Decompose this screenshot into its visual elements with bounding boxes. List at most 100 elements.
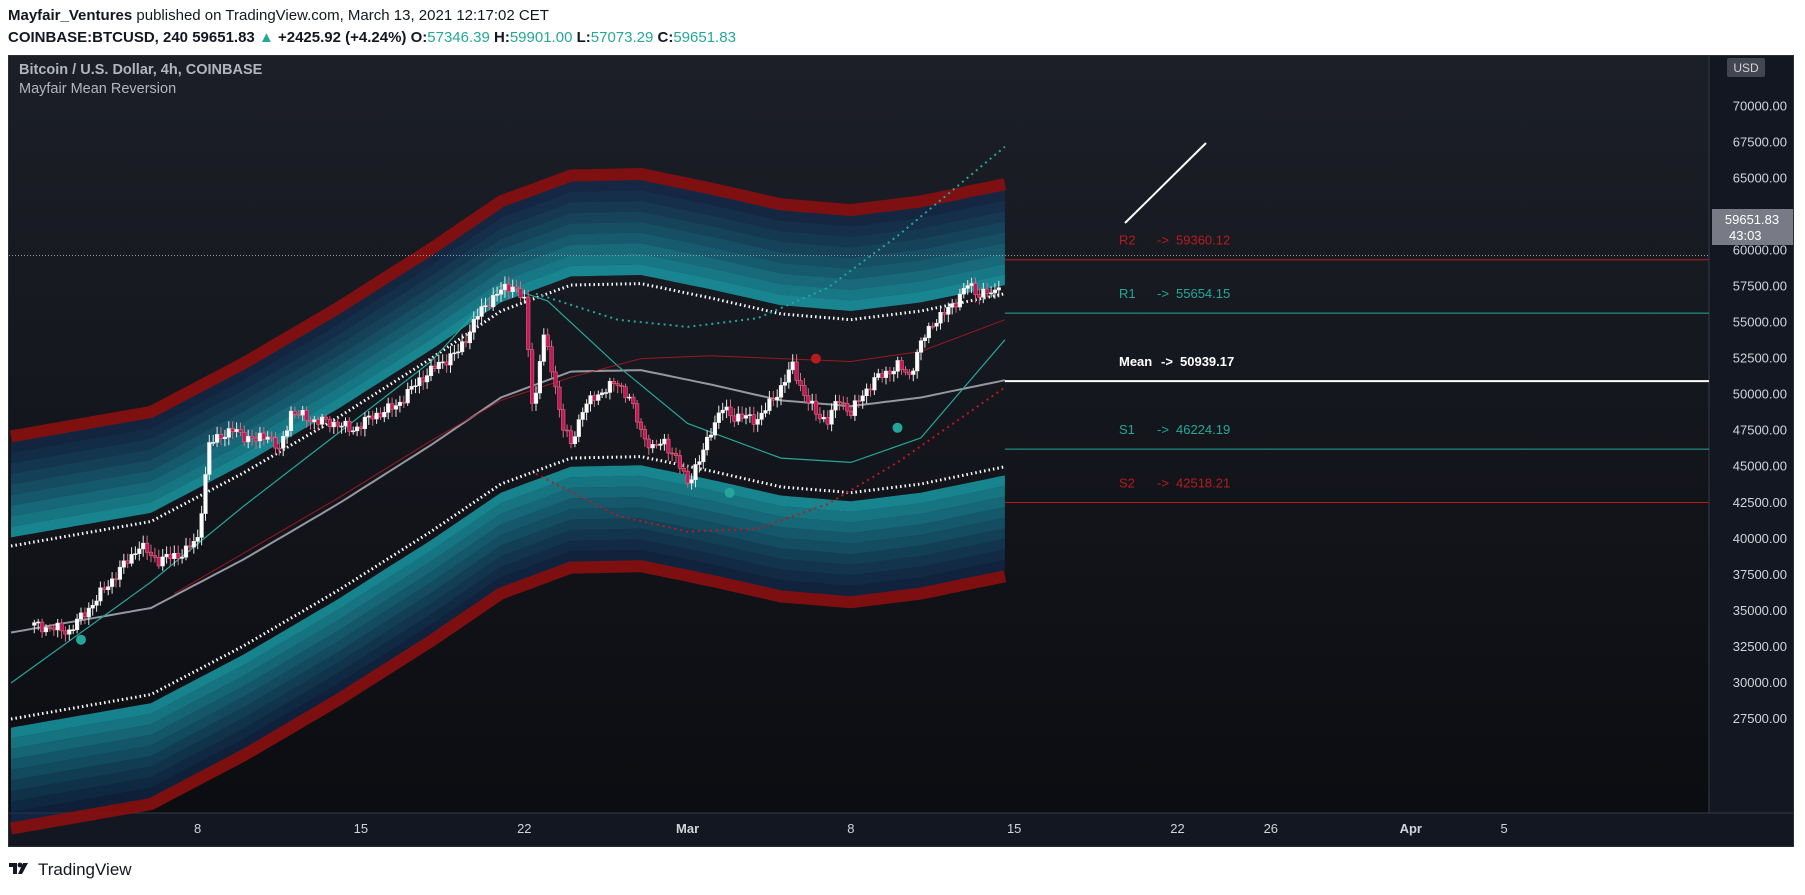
candle-body <box>596 394 601 401</box>
candle-body <box>533 392 539 404</box>
candle-body <box>868 388 873 391</box>
x-tick-label: Apr <box>1400 821 1422 836</box>
level-arrow: -> <box>1161 354 1173 369</box>
currency-badge[interactable] <box>1727 58 1765 77</box>
candle-body <box>292 410 298 415</box>
candle-body <box>106 586 111 591</box>
candle-body <box>623 386 628 399</box>
level-value: 46224.19 <box>1176 422 1230 437</box>
upper-band-edge <box>9 167 1007 443</box>
candle-body <box>829 409 834 425</box>
level-arrow: -> <box>1157 286 1169 301</box>
candle-body <box>160 556 165 567</box>
upper-band-layer <box>11 222 1005 496</box>
y-tick-label: 55000.00 <box>1733 315 1787 330</box>
candle-body <box>697 461 702 465</box>
currency-label[interactable]: USD <box>1733 61 1759 75</box>
candle-body <box>397 401 403 406</box>
level-arrow: -> <box>1157 233 1169 248</box>
candle-body <box>487 305 492 308</box>
candle-body <box>806 395 811 404</box>
candle-body <box>440 361 445 364</box>
candle-body <box>366 415 371 418</box>
candle-body <box>545 334 550 347</box>
x-tick-label: 5 <box>1500 821 1507 836</box>
candle-body <box>432 365 438 370</box>
signal-dot <box>724 487 735 498</box>
candle-body <box>347 420 352 432</box>
candle-body <box>845 402 850 412</box>
candle-body <box>650 444 655 449</box>
candle-body <box>428 365 434 376</box>
candle-body <box>658 443 663 446</box>
candle-body <box>199 513 204 538</box>
candle-body <box>802 385 807 396</box>
x-tick-label: 22 <box>1170 821 1184 836</box>
candle-body <box>720 409 725 414</box>
upper-projection <box>535 145 1006 328</box>
price-chart[interactable]: R2 -> 59360.12 R1 -> 55654.15 Mean -> 50939.17 S1… <box>9 56 1794 847</box>
tradingview-logo-icon[interactable] <box>8 860 32 881</box>
candle-body <box>716 412 721 423</box>
candle-body <box>996 287 1001 291</box>
candle-body <box>59 622 64 632</box>
candle-body <box>864 388 869 396</box>
candle-body <box>841 402 846 405</box>
candle-body <box>736 413 741 422</box>
candle-body <box>619 385 624 387</box>
candle-body <box>281 435 286 449</box>
level-value: 42518.21 <box>1176 476 1230 491</box>
brand-name[interactable]: TradingView <box>38 860 132 879</box>
candle-body <box>183 545 189 558</box>
candle-body <box>296 413 301 416</box>
high-label: H: <box>494 29 510 46</box>
candle-body <box>689 479 694 484</box>
candle-body <box>378 412 383 418</box>
level-name: S1 <box>1119 422 1135 437</box>
candle-body <box>553 371 558 388</box>
candle-body <box>319 416 325 425</box>
candle-body <box>985 288 990 294</box>
candle-body <box>541 334 546 362</box>
candle-body <box>238 429 243 433</box>
candle-body <box>895 360 900 372</box>
lower-band-layer <box>11 497 1005 770</box>
candle-body <box>798 380 803 386</box>
candle-body <box>615 383 620 386</box>
indicator-name: Mayfair Mean Reversion <box>19 81 176 97</box>
lower-band-layer <box>11 528 1005 802</box>
candle-body <box>973 283 978 295</box>
trend-line[interactable] <box>1124 142 1207 224</box>
candle-body <box>627 396 632 399</box>
x-tick-label: 15 <box>354 821 368 836</box>
candle-body <box>36 621 41 624</box>
candle-body <box>78 612 84 620</box>
candle-body <box>145 542 150 553</box>
candle-body <box>611 380 616 384</box>
candle-body <box>572 436 577 445</box>
candle-body <box>494 293 500 296</box>
level-name: R2 <box>1119 233 1136 248</box>
candle-body <box>195 537 200 542</box>
upper-band-layer <box>11 201 1005 474</box>
upper-band-layer <box>11 243 1005 517</box>
y-tick-label: 45000.00 <box>1733 459 1787 474</box>
y-tick-label: 50000.00 <box>1733 387 1787 402</box>
candle-body <box>899 360 904 370</box>
candle-body <box>685 470 690 484</box>
candle-body <box>677 455 682 469</box>
candle-body <box>448 353 453 366</box>
candle-body <box>382 411 387 418</box>
author-name[interactable]: Mayfair_Ventures <box>8 7 133 24</box>
candle-body <box>215 434 220 443</box>
candle-body <box>141 542 146 550</box>
candle-body <box>518 288 523 298</box>
candle-body <box>51 627 56 631</box>
candle-body <box>564 429 570 432</box>
y-tick-label-top: 70000.00 <box>1733 98 1787 113</box>
lower-band-layer <box>11 507 1005 781</box>
chart-frame[interactable]: R2 -> 59360.12 R1 -> 55654.15 Mean -> 50939.17 S1… <box>8 55 1794 847</box>
countdown: 43:03 <box>1729 228 1762 243</box>
candle-body <box>681 467 686 472</box>
ohlc-line: COINBASE:BTCUSD, 240 59651.83 ▲ +2425.92… <box>8 29 736 46</box>
